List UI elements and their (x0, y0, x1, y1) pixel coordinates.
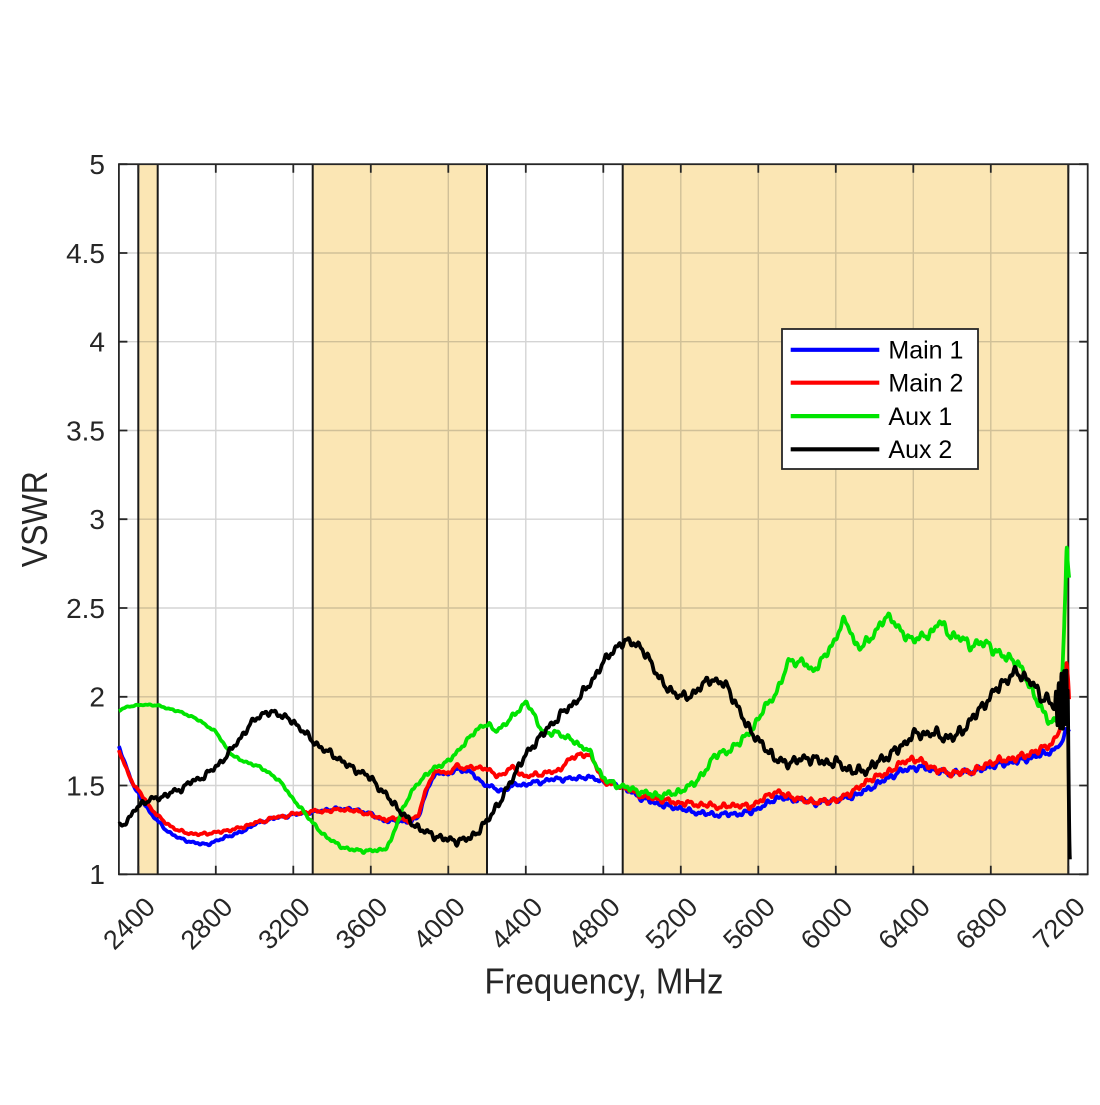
svg-text:Frequency, MHz: Frequency, MHz (485, 961, 724, 1002)
svg-text:Aux 2: Aux 2 (888, 436, 952, 464)
svg-text:4: 4 (89, 327, 105, 358)
svg-text:2.5: 2.5 (66, 593, 105, 624)
svg-text:3: 3 (89, 504, 105, 535)
svg-text:5: 5 (89, 149, 105, 180)
svg-text:4.5: 4.5 (66, 238, 105, 269)
svg-text:2: 2 (89, 682, 105, 713)
svg-text:1.5: 1.5 (66, 770, 105, 801)
svg-text:1: 1 (89, 859, 105, 890)
svg-text:VSWR: VSWR (14, 471, 55, 567)
svg-text:Main 2: Main 2 (888, 369, 963, 397)
svg-text:Aux 1: Aux 1 (888, 403, 952, 431)
svg-text:3.5: 3.5 (66, 415, 105, 446)
svg-text:Main 1: Main 1 (888, 337, 963, 365)
